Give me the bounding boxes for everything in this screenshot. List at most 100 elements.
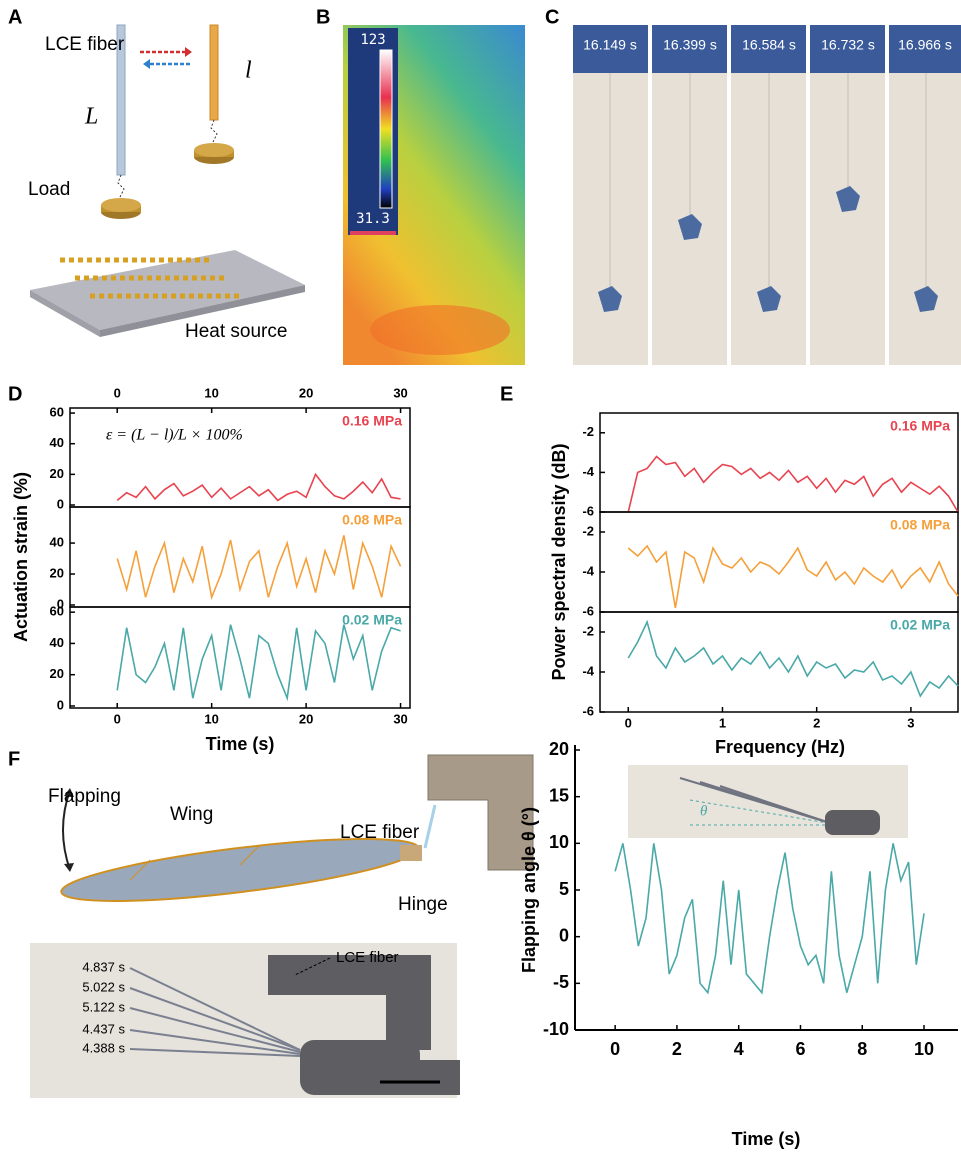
y-tick-label: 20 [50, 466, 64, 481]
y-axis-title: Flapping angle θ (°) [519, 807, 539, 973]
y-tick-label: -2 [582, 523, 594, 538]
y-tick-label: -4 [582, 563, 594, 578]
frame-time: 4.437 s [82, 1021, 125, 1036]
y-tick-label: 40 [50, 635, 64, 650]
y-tick-label: -2 [582, 424, 594, 439]
video-frames: 16.149 s 16.399 s 16.584 s 16.732 s 16.9… [573, 25, 961, 365]
panel-label: E [500, 383, 513, 405]
panel-label: F [8, 748, 20, 770]
length-label: l [245, 58, 252, 84]
y-tick-label: -2 [582, 623, 594, 638]
frame-time: 16.149 s [583, 37, 637, 53]
x-tick-label: 4 [734, 1039, 744, 1059]
frame-time: 16.584 s [742, 37, 796, 53]
y-tick-label: 60 [50, 604, 64, 619]
angle-label: θ [700, 803, 708, 819]
data-line [116, 624, 401, 702]
panel-label: B [316, 6, 330, 28]
data-line [116, 472, 401, 502]
scale-max: 123 [360, 32, 385, 48]
heat-label: Heat source [185, 321, 287, 342]
y-tick-label: 20 [549, 739, 569, 759]
formula: ε = (L − l)/L × 100% [106, 427, 243, 444]
y-axis-title: Actuation strain (%) [11, 472, 31, 642]
frame-time: 16.966 s [898, 37, 952, 53]
fiber-label: LCE fiber [45, 34, 125, 55]
y-tick-label: 15 [549, 785, 569, 805]
data-line [627, 619, 959, 698]
data-line [614, 843, 925, 995]
frame-time: 5.122 s [82, 999, 125, 1014]
y-tick-label: 0 [559, 925, 569, 945]
x-axis-title: Time (s) [206, 734, 275, 754]
x-tick-label: 3 [907, 715, 914, 730]
frame-time: 5.022 s [82, 979, 125, 994]
y-tick-label: 0 [57, 697, 64, 712]
length-label: L [84, 104, 98, 130]
y-tick-label: 0 [57, 496, 64, 511]
panel-label: D [8, 383, 22, 405]
frame-time: 4.388 s [82, 1040, 125, 1055]
photo-fiber-label: LCE fiber [336, 949, 399, 966]
frame-time: 16.399 s [663, 37, 717, 53]
x2-tick-label: 20 [299, 385, 313, 400]
y-tick-label: 0 [57, 596, 64, 611]
scale-min: 31.3 [356, 211, 390, 227]
x2-tick-label: 30 [393, 385, 407, 400]
legend-entry: 0.08 MPa [890, 517, 950, 533]
y-tick-label: -4 [582, 464, 594, 479]
frame-time: 16.732 s [821, 37, 875, 53]
plot-frame [599, 611, 959, 713]
y-tick-label: 20 [50, 666, 64, 681]
y-tick-label: -6 [582, 703, 594, 718]
y-axis-title: Power spectral density (dB) [549, 443, 569, 680]
legend-entry: 0.02 MPa [890, 617, 950, 633]
y-tick-label: 40 [50, 435, 64, 450]
flapping-label: Flapping [48, 786, 121, 807]
fiber-label: LCE fiber [340, 822, 420, 843]
data-line [627, 455, 959, 513]
wing-label: Wing [170, 804, 213, 825]
load-label: Load [28, 179, 70, 200]
y-tick-label: -6 [582, 503, 594, 518]
y-tick-label: -5 [553, 972, 569, 992]
x-tick-label: 20 [299, 711, 313, 726]
x-tick-label: 30 [393, 711, 407, 726]
legend-entry: 0.08 MPa [342, 512, 402, 528]
data-line [627, 544, 959, 609]
x-tick-label: 8 [857, 1039, 867, 1059]
panel-label: C [545, 6, 559, 28]
y-tick-label: 60 [50, 404, 64, 419]
frame-time: 4.837 s [82, 959, 125, 974]
plot-frame [69, 606, 411, 709]
data-line [116, 535, 402, 601]
x-tick-label: 2 [813, 715, 820, 730]
y-tick-label: 10 [549, 832, 569, 852]
wing-illustration: Flapping Wing LCE fiber Hinge LCE fiber … [30, 754, 534, 1098]
thermal-image: 123 31.3 [343, 25, 525, 365]
hinge-label: Hinge [398, 894, 448, 915]
legend-entry: 0.16 MPa [890, 418, 950, 434]
panel-label: A [8, 6, 22, 28]
x-tick-label: 0 [625, 715, 632, 730]
x-tick-label: 10 [914, 1039, 934, 1059]
x-tick-label: 0 [610, 1039, 620, 1059]
x-axis-title: Frequency (Hz) [715, 737, 845, 757]
panel-a-illustration: LCE fiber L l Load Heat source [28, 24, 305, 342]
x-tick-label: 6 [795, 1039, 805, 1059]
inset-photo: θ [628, 765, 908, 838]
y-tick-label: 20 [50, 565, 64, 580]
x-tick-label: 10 [204, 711, 218, 726]
x2-tick-label: 10 [204, 385, 218, 400]
y-tick-label: 40 [50, 535, 64, 550]
x-tick-label: 1 [719, 715, 726, 730]
x-tick-label: 2 [672, 1039, 682, 1059]
x2-tick-label: 0 [114, 385, 121, 400]
y-tick-label: -10 [543, 1019, 569, 1039]
y-tick-label: -6 [582, 603, 594, 618]
legend-entry: 0.02 MPa [342, 612, 402, 628]
x-axis-title: Time (s) [732, 1129, 801, 1149]
x-tick-label: 0 [114, 711, 121, 726]
